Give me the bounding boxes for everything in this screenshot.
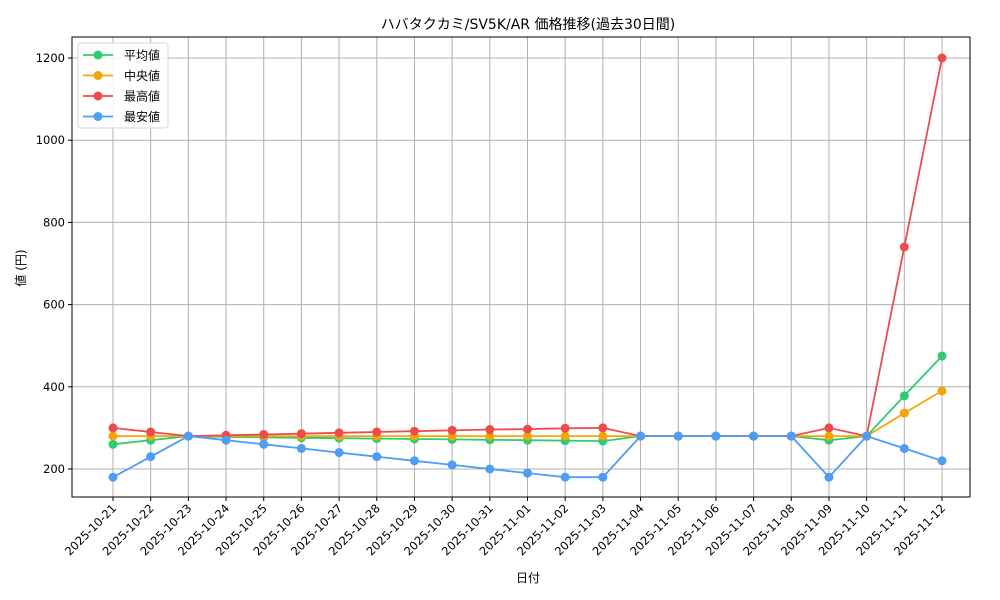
y-axis: 200 400 600 800 1000 1200 xyxy=(36,51,72,476)
data-point xyxy=(937,53,947,63)
data-point xyxy=(108,439,118,449)
grid-lines xyxy=(72,37,970,497)
legend-label: 中央値 xyxy=(124,68,160,83)
data-point xyxy=(108,423,118,433)
legend-item: 最安値 xyxy=(83,109,160,124)
plot-frame xyxy=(71,36,971,498)
data-point xyxy=(937,456,947,466)
y-tick-label: 200 xyxy=(43,462,65,476)
legend-marker-icon xyxy=(93,71,103,80)
data-point xyxy=(146,427,156,437)
y-tick-label: 600 xyxy=(43,298,65,312)
data-point xyxy=(560,472,570,482)
data-point xyxy=(749,431,759,441)
data-point xyxy=(598,423,608,433)
data-point xyxy=(409,456,419,466)
data-point xyxy=(523,468,532,478)
data-point xyxy=(183,431,193,441)
data-point xyxy=(937,351,947,361)
data-point xyxy=(862,431,872,441)
data-point xyxy=(598,431,608,441)
data-point xyxy=(824,423,834,433)
data-point xyxy=(259,429,269,439)
data-point xyxy=(108,472,118,482)
data-point xyxy=(673,431,683,441)
data-point xyxy=(334,428,344,438)
data-point xyxy=(108,431,118,441)
data-point xyxy=(636,431,646,441)
data-point xyxy=(485,464,495,474)
y-tick-label: 800 xyxy=(43,215,65,229)
data-point xyxy=(824,431,834,441)
data-point xyxy=(523,424,532,434)
data-point xyxy=(899,391,909,401)
data-point xyxy=(899,443,909,453)
data-point xyxy=(409,426,419,436)
data-point xyxy=(447,425,457,435)
data-point xyxy=(899,242,909,252)
data-point xyxy=(560,431,570,441)
data-point xyxy=(523,431,532,441)
legend-label: 平均値 xyxy=(124,48,160,63)
data-point xyxy=(485,431,495,441)
legend-marker-icon xyxy=(93,50,103,60)
data-point xyxy=(447,460,457,470)
legend-label: 最安値 xyxy=(124,109,160,124)
data-point xyxy=(485,425,495,435)
legend-marker-icon xyxy=(93,112,103,121)
data-point xyxy=(937,386,947,396)
series-3 xyxy=(108,431,947,482)
data-point xyxy=(334,448,344,458)
y-tick-label: 400 xyxy=(43,380,65,394)
chart-title: ハバタクカミ/SV5K/AR 価格推移(過去30日間) xyxy=(381,17,675,33)
x-axis-label: 日付 xyxy=(516,571,540,585)
legend-box xyxy=(77,42,169,129)
data-point xyxy=(711,431,721,441)
legend-item: 中央値 xyxy=(83,68,160,83)
legend-item: 最高値 xyxy=(83,89,160,104)
data-point xyxy=(824,472,834,482)
data-point xyxy=(786,431,796,441)
data-point xyxy=(259,439,269,449)
legend-item: 平均値 xyxy=(83,48,160,63)
legend-marker-icon xyxy=(93,91,103,101)
data-point xyxy=(146,452,156,462)
legend-label: 最高値 xyxy=(124,89,160,104)
data-point xyxy=(296,429,306,439)
y-axis-label: 値 (円) xyxy=(13,249,28,286)
data-point xyxy=(598,472,608,482)
data-point xyxy=(372,452,382,462)
series-layer xyxy=(108,53,947,482)
data-point xyxy=(899,408,909,418)
y-tick-label: 1200 xyxy=(36,51,65,65)
y-tick-label: 1000 xyxy=(36,133,65,147)
data-point xyxy=(372,427,382,437)
data-point xyxy=(296,443,306,453)
data-point xyxy=(221,435,231,445)
x-axis: 2025-10-212025-10-222025-10-232025-10-24… xyxy=(62,497,948,558)
data-point xyxy=(560,423,570,433)
